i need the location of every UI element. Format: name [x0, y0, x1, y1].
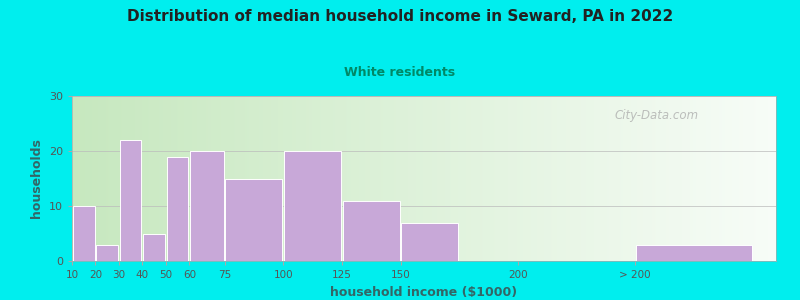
Bar [167, 157, 188, 261]
Text: White residents: White residents [345, 66, 455, 79]
Bar [120, 140, 142, 261]
Bar [73, 206, 94, 261]
Bar [402, 223, 458, 261]
Y-axis label: households: households [30, 139, 43, 218]
Bar [284, 151, 341, 261]
Text: City-Data.com: City-Data.com [614, 109, 698, 122]
Bar [343, 200, 399, 261]
Bar [636, 244, 751, 261]
Bar [226, 178, 282, 261]
Bar [97, 244, 118, 261]
X-axis label: household income ($1000): household income ($1000) [330, 286, 518, 298]
Bar [190, 151, 223, 261]
Bar [143, 233, 165, 261]
Text: Distribution of median household income in Seward, PA in 2022: Distribution of median household income … [127, 9, 673, 24]
